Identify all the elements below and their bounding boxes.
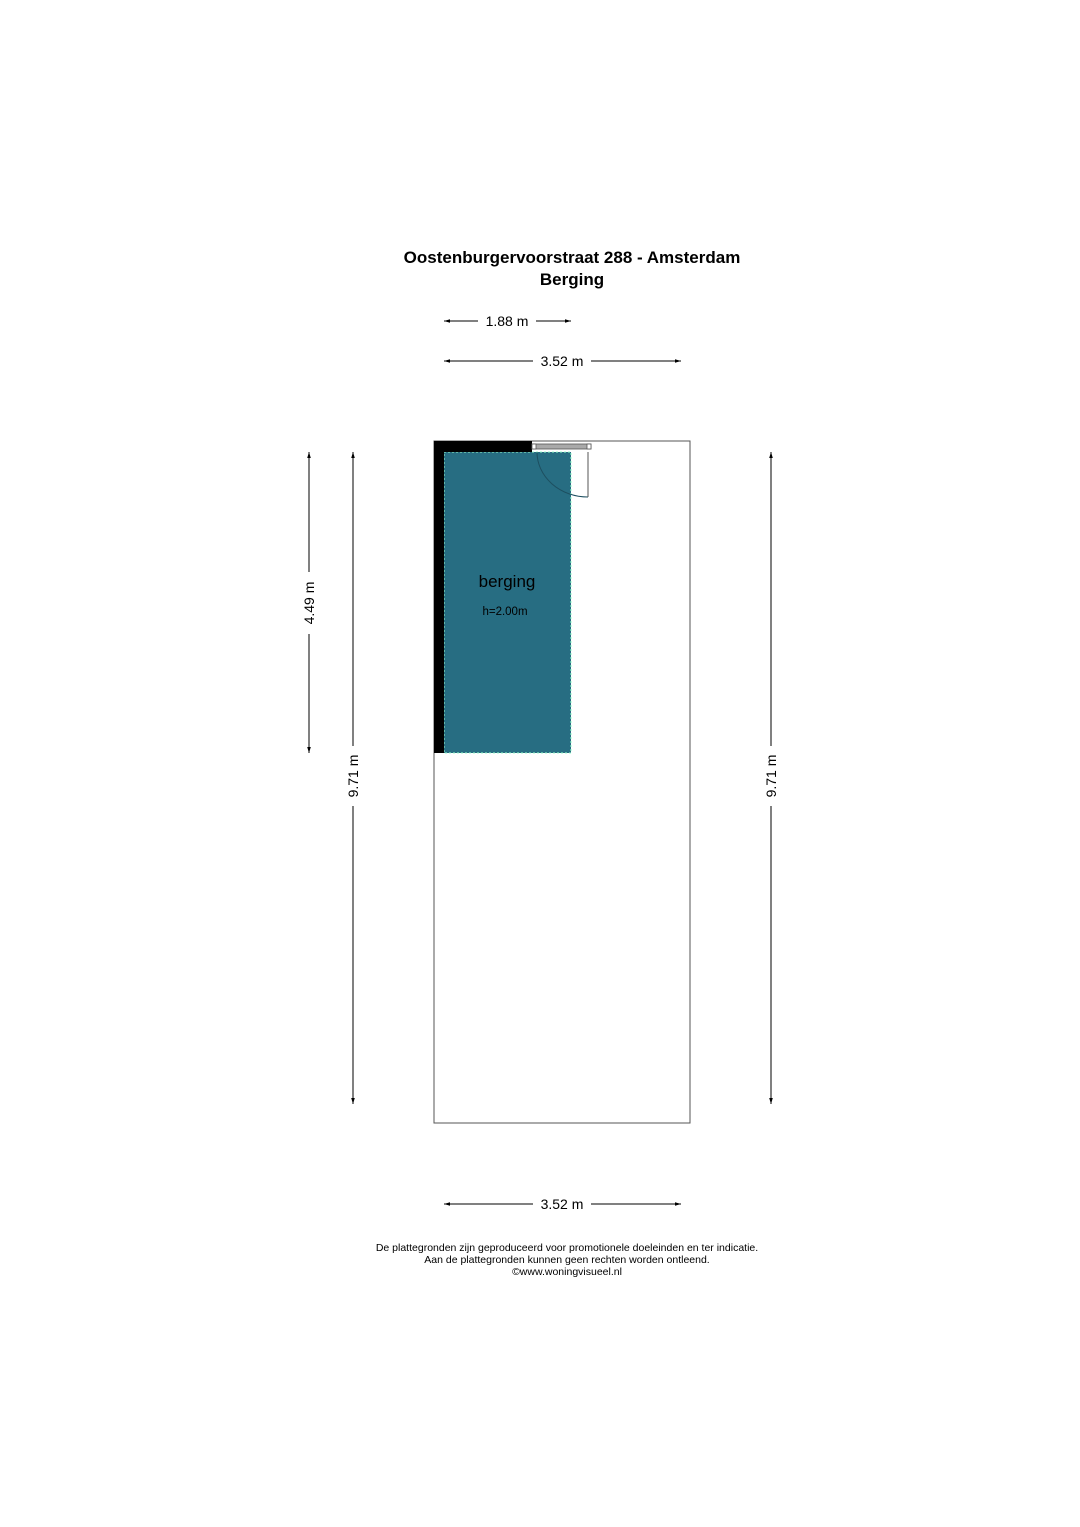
dimension-label: 9.71 m (763, 755, 779, 798)
door (531, 443, 592, 498)
dimension-bottom-total: 3.52 m (444, 1196, 681, 1212)
dimension-left-total: 9.71 m (345, 452, 361, 1104)
plan-subtitle: Berging (540, 270, 604, 289)
room-berging (443, 451, 572, 754)
disclaimer-line-2: Aan de plattegronden kunnen geen rechten… (424, 1254, 709, 1266)
dimension-label: 4.49 m (301, 582, 317, 625)
copyright: ©www.woningvisueel.nl (512, 1266, 622, 1278)
room-name: berging (479, 572, 536, 591)
wall-left (434, 441, 444, 753)
dimension-top-total: 3.52 m (444, 353, 681, 369)
room-height: h=2.00m (482, 606, 527, 618)
disclaimer-line-1: De plattegronden zijn geproduceerd voor … (376, 1242, 758, 1254)
dimension-label: 1.88 m (486, 313, 529, 329)
wall-top (434, 441, 532, 452)
plan-title: Oostenburgervoorstraat 288 - Amsterdam (404, 248, 741, 267)
dimension-left-partial: 4.49 m (301, 452, 317, 753)
plot-outline (433, 440, 691, 1124)
dimension-top-partial: 1.88 m (444, 313, 571, 329)
dimension-label: 9.71 m (345, 755, 361, 798)
dimension-right-total: 9.71 m (763, 452, 779, 1104)
dimension-label: 3.52 m (541, 1196, 584, 1212)
dimension-label: 3.52 m (541, 353, 584, 369)
